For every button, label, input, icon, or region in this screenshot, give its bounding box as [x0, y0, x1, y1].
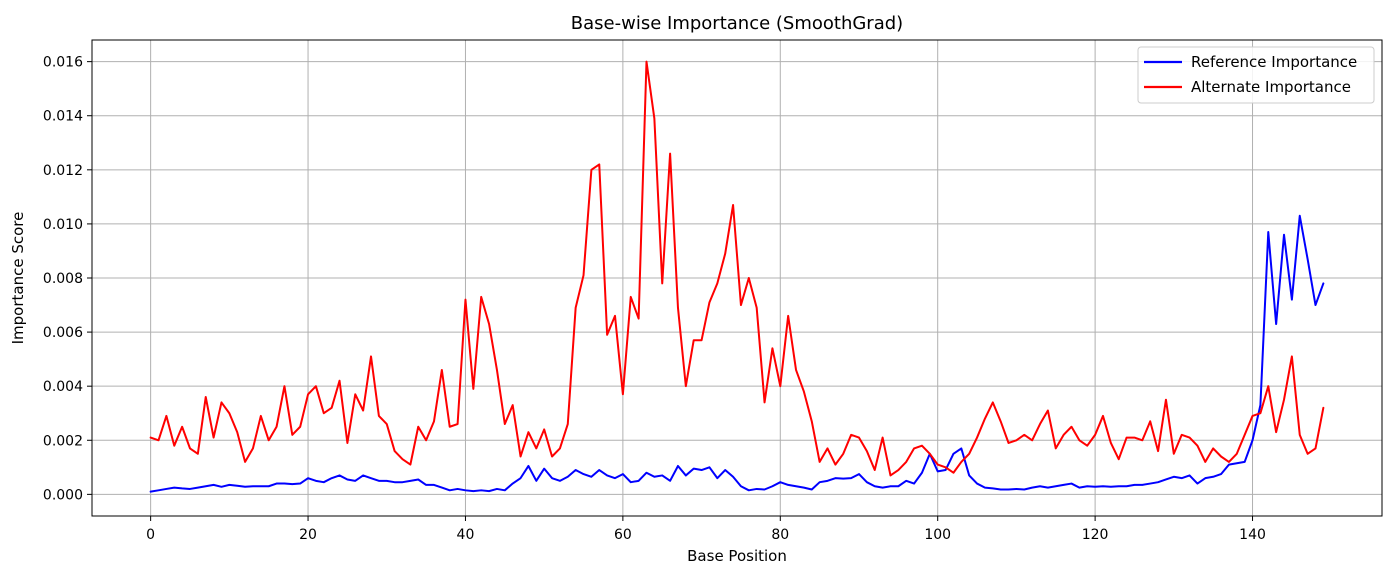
series-line-reference — [149, 214, 1325, 493]
x-tick-label: 0 — [146, 527, 155, 543]
y-tick-label: 0.010 — [43, 217, 83, 233]
legend-label-reference: Reference Importance — [1191, 53, 1357, 71]
y-tick-label: 0.012 — [43, 163, 83, 179]
x-axis-title: Base Position — [687, 547, 787, 565]
x-tick-label: 40 — [457, 527, 475, 543]
x-tick-label: 60 — [614, 527, 632, 543]
legend-label-alternate: Alternate Importance — [1191, 78, 1351, 96]
chart-title: Base-wise Importance (SmoothGrad) — [571, 13, 903, 34]
series-line-alternate — [149, 60, 1325, 477]
y-tick-label: 0.004 — [43, 379, 83, 395]
x-tick-label: 120 — [1082, 527, 1109, 543]
y-tick-label: 0.008 — [43, 271, 83, 287]
grid-layer — [92, 40, 1382, 516]
x-tick-label: 80 — [771, 527, 789, 543]
x-tick-label: 20 — [299, 527, 317, 543]
y-tick-label: 0.016 — [43, 55, 83, 71]
ticks-layer: 0 20 40 60 80 100 120 140 0.000 0.002 0.004 0.006 0.… — [43, 55, 1266, 543]
legend-box — [1137, 46, 1375, 104]
y-tick-label: 0.014 — [43, 109, 83, 125]
y-axis-title: Importance Score — [9, 212, 27, 345]
x-tick-label: 100 — [924, 527, 951, 543]
x-tick-label: 140 — [1239, 527, 1266, 543]
y-tick-label: 0.002 — [43, 433, 83, 449]
y-tick-label: 0.000 — [43, 487, 83, 503]
legend: Reference Importance Alternate Importanc… — [1137, 46, 1375, 104]
y-tick-label: 0.006 — [43, 325, 83, 341]
series-layer — [149, 60, 1325, 493]
